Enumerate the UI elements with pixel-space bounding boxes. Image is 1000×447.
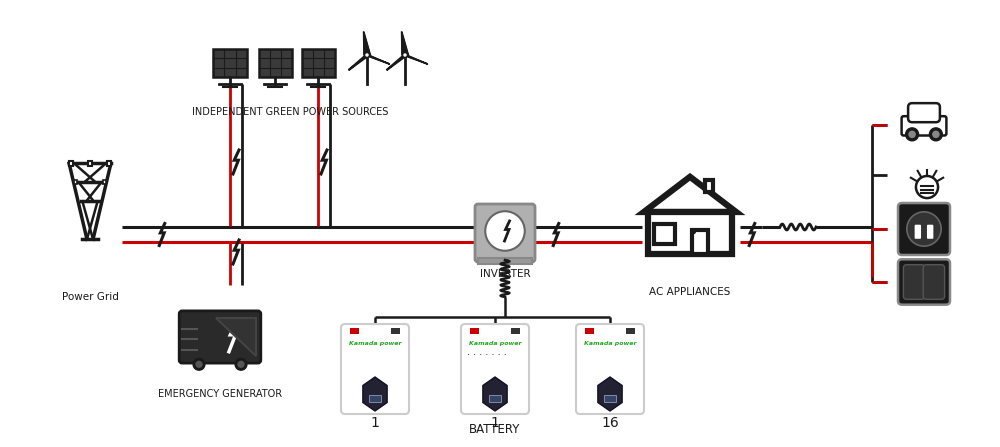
Text: INDEPENDENT GREEN POWER SOURCES: INDEPENDENT GREEN POWER SOURCES [192, 107, 388, 117]
FancyBboxPatch shape [391, 328, 400, 334]
Circle shape [196, 361, 202, 367]
FancyBboxPatch shape [478, 258, 532, 264]
FancyBboxPatch shape [107, 161, 111, 165]
Polygon shape [386, 55, 407, 70]
Polygon shape [363, 377, 387, 411]
Text: AC APPLIANCES: AC APPLIANCES [649, 287, 731, 297]
Circle shape [916, 176, 938, 198]
Polygon shape [403, 55, 427, 63]
Text: EMERGENCY GENERATOR: EMERGENCY GENERATOR [158, 389, 282, 399]
Circle shape [692, 230, 695, 234]
Polygon shape [348, 55, 369, 70]
FancyBboxPatch shape [705, 180, 713, 192]
Polygon shape [363, 32, 370, 55]
FancyBboxPatch shape [88, 161, 92, 165]
FancyBboxPatch shape [692, 230, 708, 254]
FancyBboxPatch shape [213, 49, 246, 77]
FancyBboxPatch shape [923, 265, 945, 299]
FancyBboxPatch shape [648, 212, 732, 254]
FancyBboxPatch shape [511, 328, 520, 334]
FancyBboxPatch shape [341, 324, 409, 414]
Text: Kamada power: Kamada power [584, 341, 636, 346]
Text: · · · · · · ·: · · · · · · · [467, 350, 507, 360]
FancyBboxPatch shape [898, 259, 950, 305]
Polygon shape [216, 318, 256, 356]
Text: Power Grid: Power Grid [62, 292, 118, 302]
Circle shape [235, 358, 247, 370]
FancyBboxPatch shape [915, 225, 921, 239]
Polygon shape [483, 377, 507, 411]
FancyBboxPatch shape [350, 328, 359, 334]
Polygon shape [644, 177, 736, 212]
FancyBboxPatch shape [258, 49, 292, 77]
FancyBboxPatch shape [470, 328, 479, 334]
Circle shape [485, 211, 525, 251]
Circle shape [933, 131, 939, 137]
FancyBboxPatch shape [69, 161, 73, 165]
FancyBboxPatch shape [74, 181, 77, 184]
Text: 1: 1 [491, 416, 499, 430]
Text: INVERTER: INVERTER [480, 269, 530, 279]
FancyBboxPatch shape [103, 181, 106, 184]
Circle shape [906, 128, 919, 141]
Text: 1: 1 [371, 416, 379, 430]
FancyBboxPatch shape [654, 224, 675, 244]
Circle shape [403, 53, 407, 57]
Text: 16: 16 [601, 416, 619, 430]
FancyBboxPatch shape [908, 103, 940, 122]
Circle shape [909, 131, 915, 137]
Circle shape [907, 212, 941, 246]
Text: Kamada power: Kamada power [469, 341, 521, 346]
Polygon shape [365, 55, 389, 63]
Polygon shape [401, 32, 408, 55]
FancyBboxPatch shape [576, 324, 644, 414]
FancyBboxPatch shape [927, 225, 933, 239]
FancyBboxPatch shape [903, 265, 925, 299]
FancyBboxPatch shape [302, 49, 334, 77]
Text: Kamada power: Kamada power [349, 341, 401, 346]
FancyBboxPatch shape [898, 203, 950, 255]
FancyBboxPatch shape [604, 395, 616, 402]
FancyBboxPatch shape [626, 328, 635, 334]
Circle shape [193, 358, 205, 370]
Polygon shape [598, 377, 622, 411]
FancyBboxPatch shape [179, 311, 261, 363]
FancyBboxPatch shape [489, 395, 501, 402]
Circle shape [366, 54, 368, 56]
FancyBboxPatch shape [461, 324, 529, 414]
FancyBboxPatch shape [585, 328, 594, 334]
FancyBboxPatch shape [475, 204, 535, 262]
Circle shape [238, 361, 244, 367]
FancyBboxPatch shape [369, 395, 381, 402]
Circle shape [365, 53, 369, 57]
Circle shape [404, 54, 406, 56]
Text: BATTERY: BATTERY [469, 423, 521, 436]
Circle shape [929, 128, 942, 141]
FancyBboxPatch shape [902, 116, 946, 135]
